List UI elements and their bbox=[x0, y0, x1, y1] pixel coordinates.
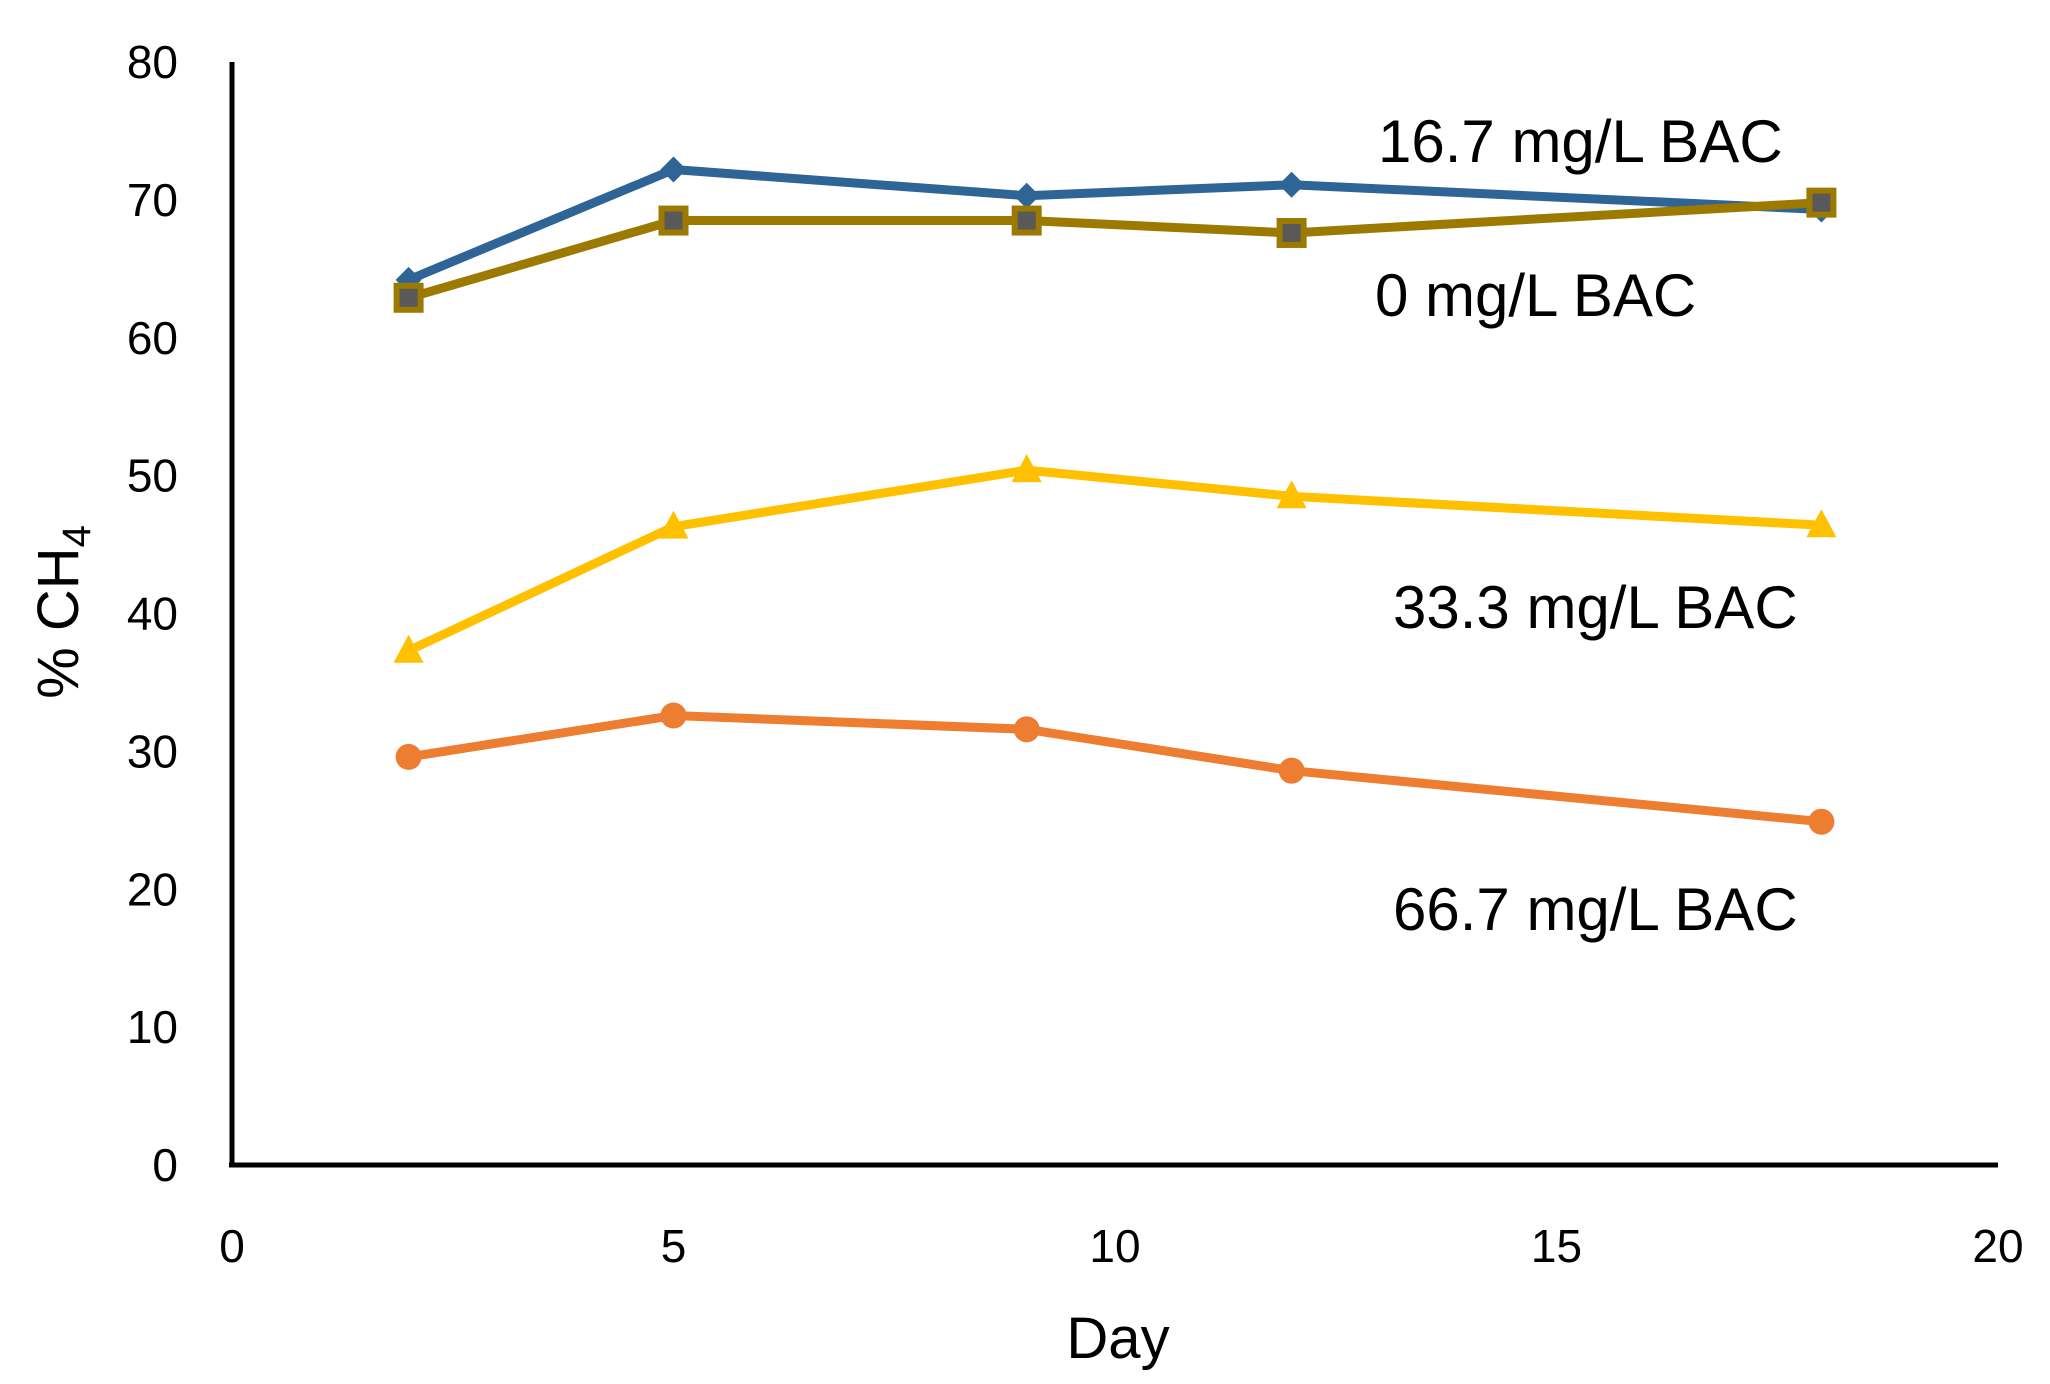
data-point bbox=[393, 282, 424, 313]
x-tick-labels: 0 5 10 15 20 bbox=[219, 1220, 2023, 1272]
series-33-3-mg-l-bac bbox=[393, 454, 1837, 663]
data-point bbox=[1278, 171, 1305, 198]
y-tick-labels: 0 10 20 30 40 50 60 70 80 bbox=[127, 36, 178, 1191]
data-point bbox=[395, 743, 422, 770]
y-tick-label: 60 bbox=[127, 312, 178, 364]
x-tick-label: 10 bbox=[1089, 1220, 1140, 1272]
series-0-mg-l-bac bbox=[393, 187, 1837, 313]
y-tick-label: 20 bbox=[127, 863, 178, 915]
y-tick-label: 40 bbox=[127, 588, 178, 640]
data-point bbox=[1011, 454, 1042, 483]
data-point bbox=[1276, 480, 1307, 509]
y-tick-label: 10 bbox=[127, 1001, 178, 1053]
x-tick-label: 0 bbox=[219, 1220, 245, 1272]
y-axis-title-main: % CH bbox=[26, 547, 91, 698]
data-point bbox=[660, 156, 687, 183]
series-layer bbox=[393, 156, 1837, 835]
series-line bbox=[407, 711, 1822, 827]
data-point bbox=[1011, 205, 1042, 236]
label-33-3-bac: 33.3 mg/L BAC bbox=[1393, 574, 1798, 641]
label-0-bac: 0 mg/L BAC bbox=[1375, 262, 1696, 329]
y-tick-label: 0 bbox=[152, 1139, 178, 1191]
data-point bbox=[660, 702, 687, 729]
y-tick-label: 80 bbox=[127, 36, 178, 88]
x-tick-label: 5 bbox=[661, 1220, 687, 1272]
label-66-7-bac: 66.7 mg/L BAC bbox=[1393, 876, 1798, 943]
y-tick-label: 50 bbox=[127, 450, 178, 502]
data-point bbox=[1276, 217, 1307, 248]
y-axis-title-subscript: 4 bbox=[55, 525, 99, 547]
label-16-7-bac: 16.7 mg/L BAC bbox=[1378, 108, 1783, 175]
x-tick-label: 15 bbox=[1531, 1220, 1582, 1272]
data-point bbox=[1013, 716, 1040, 743]
y-axis-title: % CH4 bbox=[26, 525, 99, 699]
x-axis-title: Day bbox=[1066, 1306, 1169, 1371]
data-point bbox=[1806, 509, 1837, 538]
data-point bbox=[1808, 808, 1835, 835]
y-tick-label: 30 bbox=[127, 725, 178, 777]
data-point bbox=[658, 205, 689, 236]
data-point bbox=[658, 510, 689, 539]
data-point bbox=[393, 634, 424, 663]
data-point bbox=[1278, 757, 1305, 784]
x-tick-label: 20 bbox=[1972, 1220, 2023, 1272]
series-66-7-mg-l-bac bbox=[395, 702, 1835, 835]
y-tick-label: 70 bbox=[127, 174, 178, 226]
data-point bbox=[1013, 182, 1040, 209]
data-point bbox=[1806, 187, 1837, 218]
